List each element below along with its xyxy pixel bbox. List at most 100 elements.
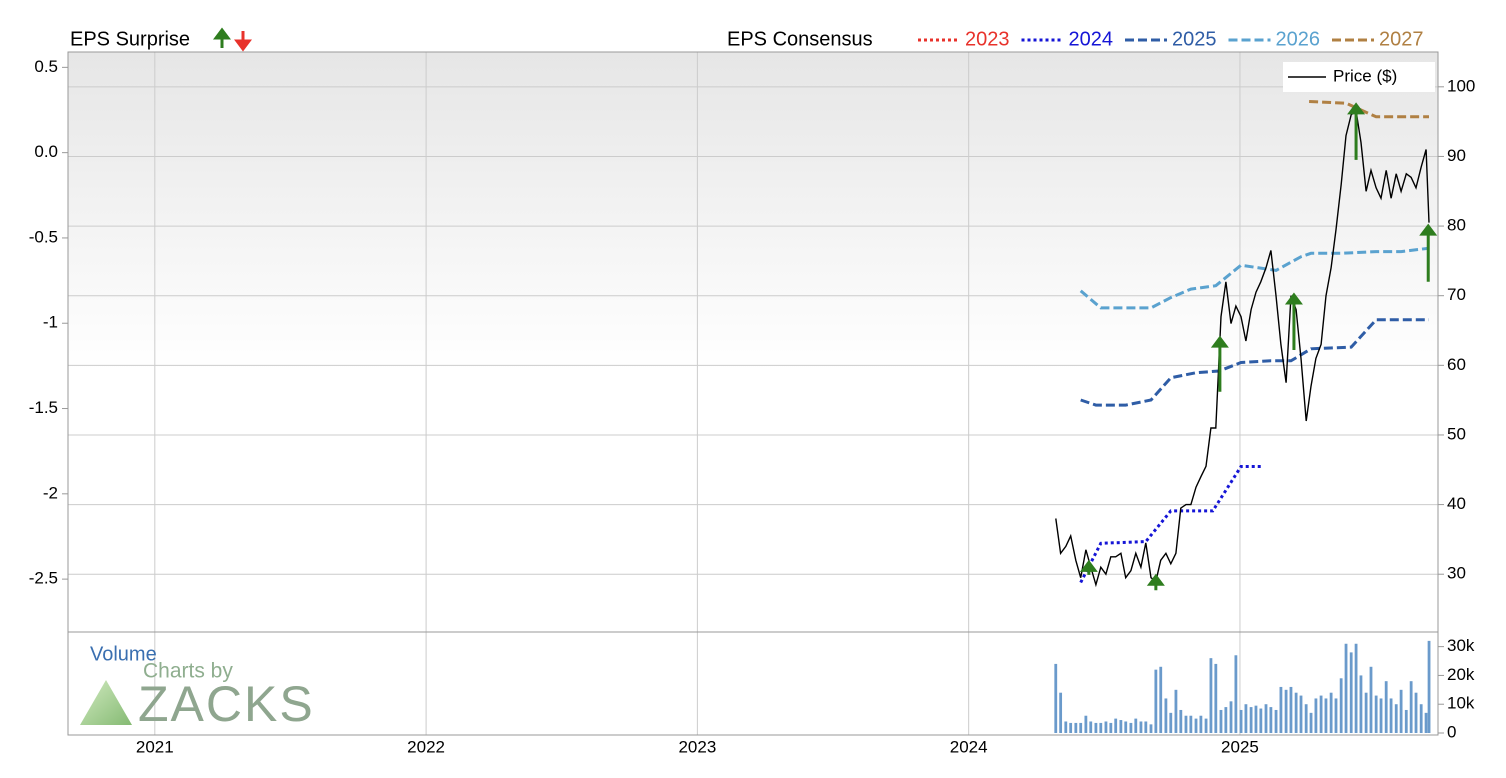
volume-bar [1427, 640, 1431, 733]
volume-bar [1164, 698, 1168, 733]
consensus-label: EPS Consensus [727, 28, 873, 50]
volume-bar [1239, 709, 1243, 733]
volume-bar [1414, 692, 1418, 733]
watermark: Charts by [143, 660, 233, 683]
volume-bar [1274, 709, 1278, 733]
volume-bar [1409, 681, 1413, 733]
x-tick-label: 2021 [136, 737, 174, 756]
volume-bar [1379, 698, 1383, 733]
volume-tick-label: 30k [1447, 636, 1475, 655]
volume-bar [1094, 722, 1098, 733]
volume-bar [1374, 695, 1378, 733]
y-tick-label: -1.5 [29, 398, 58, 417]
volume-bar [1319, 695, 1323, 733]
volume-bar [1159, 666, 1163, 733]
volume-bar [1184, 715, 1188, 733]
y-tick-label: -1 [43, 313, 58, 332]
watermark-brand: ZACKS [138, 676, 315, 732]
volume-bar [1284, 689, 1288, 733]
volume-bar [1154, 669, 1158, 733]
legend-label: Price ($) [1333, 66, 1397, 85]
y-tick-label: -2.5 [29, 569, 58, 588]
volume-bar [1259, 708, 1263, 733]
volume-bar [1119, 720, 1123, 733]
volume-bar [1104, 721, 1108, 733]
volume-label: Volume [90, 643, 157, 665]
volume-bar [1354, 643, 1358, 733]
volume-bar [1099, 722, 1103, 733]
volume-bar [1339, 678, 1343, 733]
volume-bar [1194, 718, 1198, 733]
volume-bar [1369, 666, 1373, 733]
volume-bar [1114, 718, 1118, 733]
legend-label: 2023 [965, 28, 1010, 50]
legend-label: 2027 [1379, 28, 1424, 50]
volume-tick-label: 20k [1447, 665, 1475, 684]
volume-bar [1204, 718, 1208, 733]
y2-tick-label: 90 [1447, 146, 1466, 165]
surprise-arrow [1079, 559, 1098, 575]
volume-bar [1089, 721, 1093, 733]
surprise-arrow [1419, 223, 1438, 282]
y2-tick-label: 70 [1447, 285, 1466, 304]
y2-tick-label: 40 [1447, 494, 1466, 513]
y-tick-label: -2 [43, 483, 58, 502]
volume-bar [1054, 663, 1058, 733]
volume-bar [1304, 704, 1308, 733]
surprise-arrow [1146, 573, 1165, 591]
legend-label: 2024 [1069, 28, 1114, 50]
volume-bar [1074, 722, 1078, 733]
volume-bar [1404, 709, 1408, 733]
plot-frame [67, 51, 1439, 736]
y2-tick-label: 50 [1447, 424, 1466, 443]
volume-bar [1279, 686, 1283, 733]
volume-bar [1144, 721, 1148, 733]
y-tick-label: 0.0 [34, 142, 58, 161]
volume-bar [1389, 698, 1393, 733]
surprise-up-icon [213, 27, 231, 48]
volume-bar [1299, 695, 1303, 733]
volume-bar [1139, 721, 1143, 733]
y2-tick-label: 80 [1447, 216, 1466, 235]
volume-bar [1309, 712, 1313, 733]
volume-bar [1234, 655, 1238, 733]
x-tick-label: 2023 [678, 737, 716, 756]
volume-bar [1224, 707, 1228, 733]
volume-bar [1149, 724, 1153, 733]
volume-bar [1109, 722, 1113, 733]
volume-bar [1399, 689, 1403, 733]
y2-tick-label: 30 [1447, 564, 1466, 583]
legend-label: 2025 [1172, 28, 1217, 50]
surprise-arrow [1284, 292, 1303, 351]
volume-bar [1254, 705, 1258, 733]
volume-bar [1384, 681, 1388, 733]
consensus-line [1079, 465, 1263, 584]
volume-bar [1269, 707, 1273, 733]
plot-background [68, 52, 1438, 632]
volume-bar [1364, 692, 1368, 733]
logo-icon [80, 680, 132, 725]
volume-bar [1334, 698, 1338, 733]
marks [1054, 100, 1438, 733]
volume-bar [1324, 698, 1328, 733]
consensus-line [1080, 318, 1429, 407]
y-tick-label: -0.5 [29, 227, 58, 246]
volume-bar [1209, 658, 1213, 733]
price-line [1055, 109, 1430, 588]
volume-bar [1294, 692, 1298, 733]
volume-bar [1359, 675, 1363, 733]
volume-bar [1344, 643, 1348, 733]
volume-bar [1264, 704, 1268, 733]
x-tick-label: 2022 [407, 737, 445, 756]
volume-bar [1179, 709, 1183, 733]
x-tick-label: 2025 [1221, 737, 1259, 756]
surprise-arrow [1347, 102, 1366, 160]
consensus-line [1079, 246, 1430, 310]
volume-bar [1394, 704, 1398, 733]
volume-bar [1084, 715, 1088, 733]
volume-bar [1349, 652, 1353, 733]
volume-bar [1174, 689, 1178, 733]
volume-bar [1214, 663, 1218, 733]
